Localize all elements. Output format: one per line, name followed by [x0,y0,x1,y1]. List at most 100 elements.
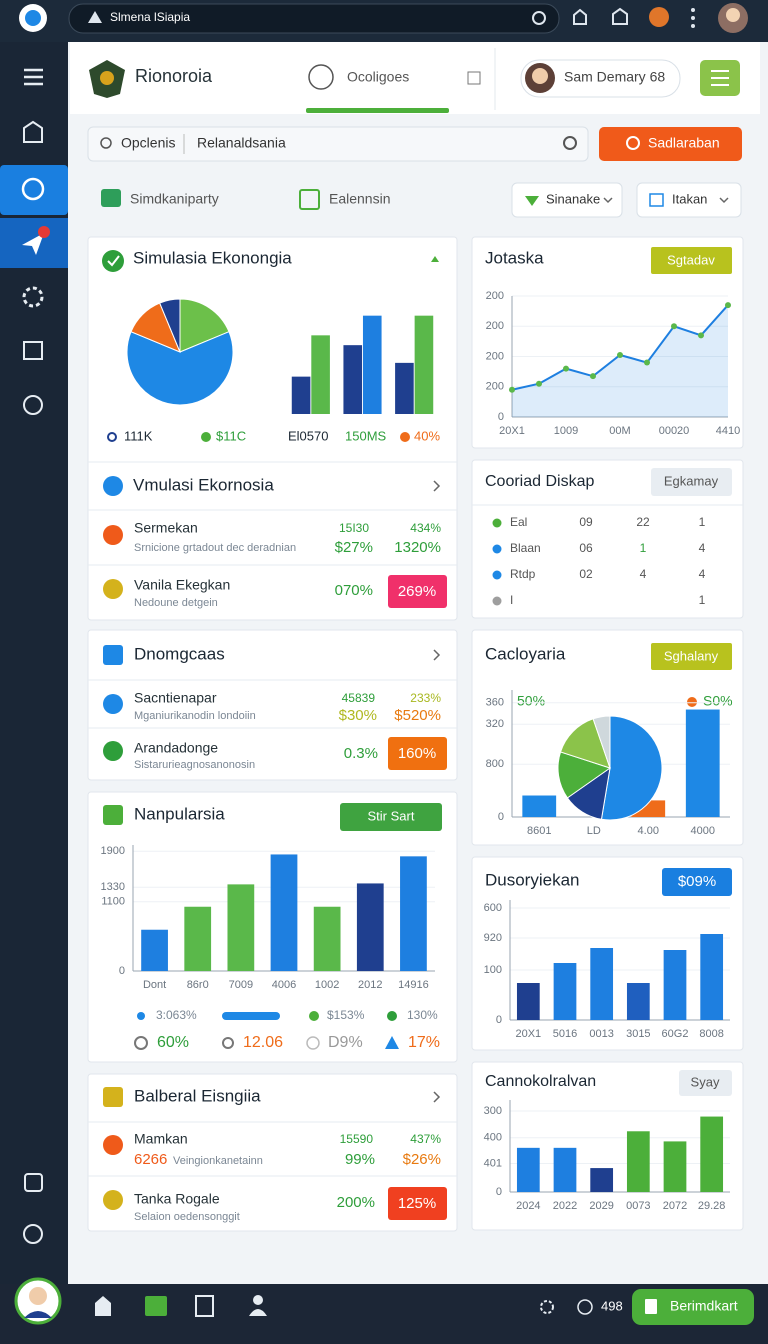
data-table: Eal 09 22 1 Blaan 06 1 4 Rtdp 02 4 4 I 1 [492,515,706,607]
y-tick-label: 1330 [101,881,125,893]
line-marker [509,386,515,393]
row-icon [103,694,123,714]
panel-button-label: Stir Sart [368,808,415,823]
panel-button[interactable] [651,643,732,670]
search-field[interactable] [87,126,589,162]
panel-button[interactable] [651,247,732,274]
bar [626,1131,650,1192]
row-label: Eal [510,515,527,529]
nav-settings[interactable] [22,286,44,308]
chevron[interactable] [433,1091,441,1103]
line-marker [698,332,704,339]
legend-item: 130% [407,1008,438,1022]
legend-item: 12.06 [243,1034,283,1051]
line-marker [536,380,542,387]
search-scope: Opclenis [121,135,175,151]
badge [662,868,732,896]
panel-title: Jotaska [485,248,544,267]
stat: $27% [335,539,373,556]
y-tick-label: 100 [484,964,502,976]
footer-app[interactable] [145,1296,167,1316]
row-name: Arandadonge [134,740,218,756]
legend-item: 60% [157,1034,189,1051]
line-area [512,305,728,417]
stat: 1320% [394,539,441,556]
cell: 09 [579,515,593,529]
check [107,255,120,267]
row-icon [103,1190,123,1210]
menu-dot[interactable] [691,8,695,12]
footer-doc[interactable] [195,1295,214,1317]
row-dot [492,544,502,554]
toolbar-tab[interactable]: Ealennsin [329,191,391,207]
footer-button-label: Berimdkart [670,1298,738,1314]
extension-icon[interactable] [649,7,669,27]
search-button[interactable] [599,127,742,161]
nav-box[interactable] [24,1173,43,1192]
y-tick-label: 200 [486,381,504,393]
stat: 070% [335,582,373,599]
panel-button[interactable] [679,1070,732,1096]
stat: $26% [403,1151,441,1168]
toolbar-tab[interactable]: Simdkaniparty [130,191,219,207]
chevron[interactable] [433,480,441,492]
panel-button[interactable] [651,468,732,496]
footer-button[interactable] [632,1289,754,1325]
panel-title: Cacloyaria [485,644,566,663]
legend-item: 111K [124,428,153,443]
x-tick-label: 2029 [589,1200,613,1212]
dropdown[interactable] [636,182,742,218]
menu-dot [691,16,695,20]
chevron[interactable] [433,649,441,661]
footer-settings[interactable] [540,1300,554,1314]
pie-slice [126,331,234,406]
tab[interactable]: Ocoligoes [347,69,409,85]
address-bar[interactable] [68,3,560,34]
tab-expand[interactable] [467,71,481,85]
footer-clock[interactable] [577,1299,593,1315]
home-icon[interactable] [573,8,587,25]
nav-circle[interactable] [23,395,43,415]
panel-title: Simulasia Ekonongia [133,248,292,267]
row-icon [103,741,123,761]
row-dot [492,596,502,606]
bar [414,315,434,414]
nav-square[interactable] [23,341,43,360]
footer-home[interactable] [95,1296,111,1316]
pie-slice [592,715,611,769]
row-label: Blaan [510,541,541,555]
dropdown[interactable] [511,182,623,218]
reload-icon[interactable] [532,11,546,25]
chart: 0 1100 1330 1900 Dont 86r0 7009 4006 1002 2012 149… [101,845,435,991]
pie-slice [179,298,230,353]
row-icon [103,1135,123,1155]
brand-logo-mark [100,71,114,85]
cell: 4 [699,567,706,581]
row-sub: Nedoune detgein [134,597,218,609]
panel [471,236,744,449]
user-name: Sam Demary 68 [564,69,665,85]
search-clear[interactable] [563,136,577,150]
nav-clock[interactable] [23,1224,43,1244]
menu-icon[interactable] [24,68,43,86]
row-dot [492,570,502,580]
row-sub: Selaion oedensonggit [134,1211,240,1223]
cell: 22 [636,515,650,529]
y-tick-label: 0 [496,1014,502,1026]
panel-button[interactable] [340,803,442,831]
cell: 4 [640,567,647,581]
footer-user[interactable] [253,1295,263,1305]
shield-icon[interactable] [612,7,628,25]
cell: 1 [699,515,706,529]
stat: 0.3% [344,745,378,762]
stat: $520% [394,707,441,724]
bar [400,856,427,971]
nav-home[interactable] [23,120,43,143]
row-name: Sacntienapar [134,690,217,706]
x-tick-label: 8008 [699,1028,723,1040]
panel [87,629,458,781]
panel-title: Dnomgcaas [134,644,225,663]
user-pill[interactable] [520,59,681,98]
nav-active[interactable] [0,165,68,215]
panel-title: Nanpularsia [134,804,225,823]
